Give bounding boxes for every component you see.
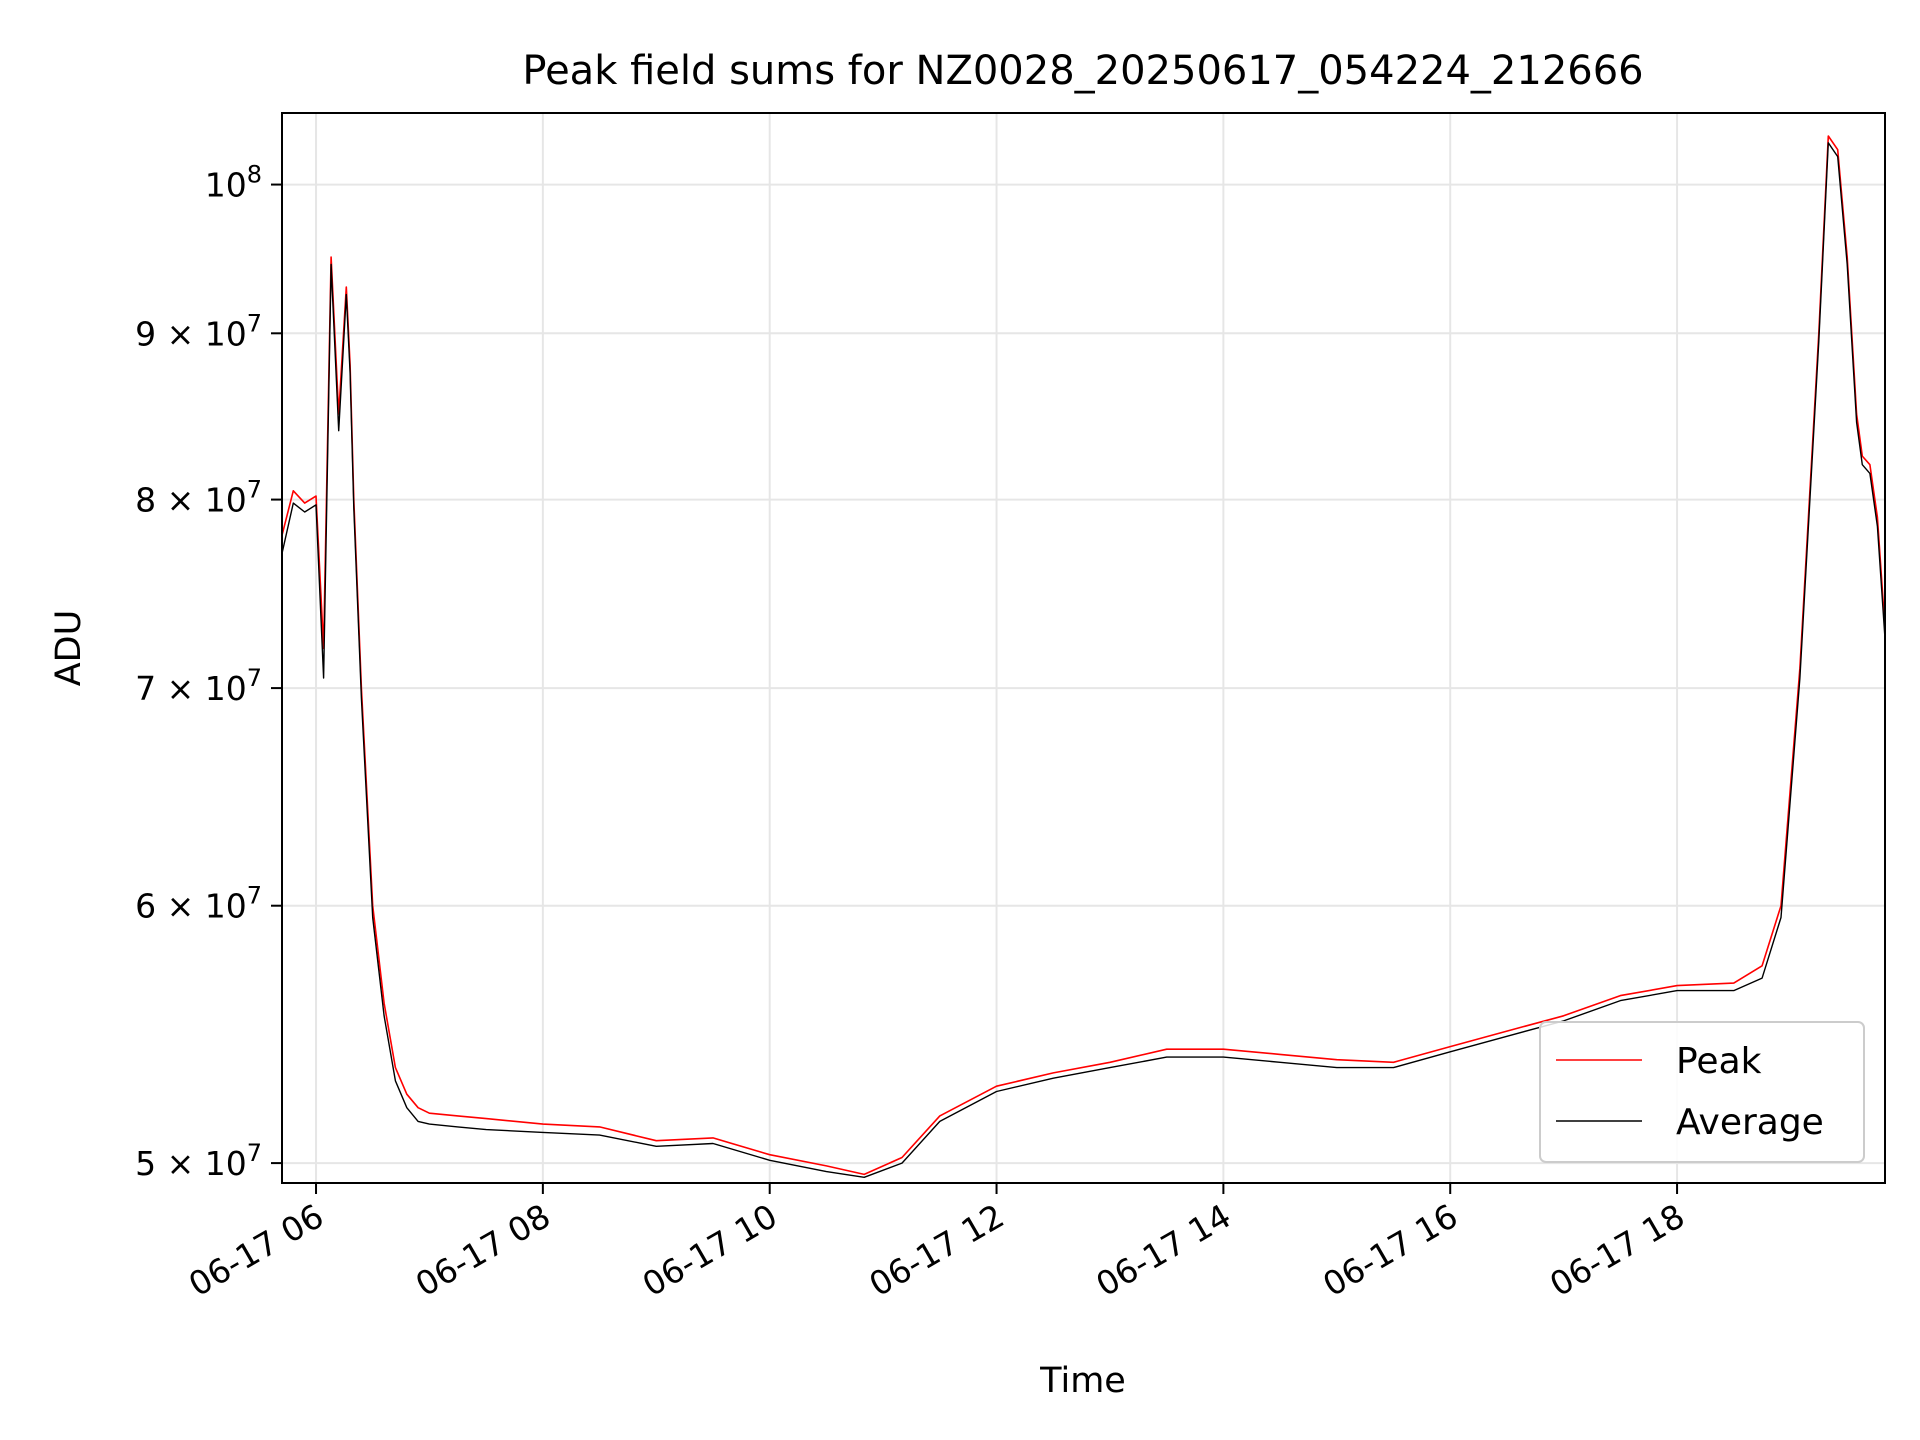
plot-frame [281, 112, 1886, 1184]
grid [282, 113, 1885, 1183]
y-tick-label: 6 × 107 [135, 882, 262, 926]
y-tick-mantissa: 9 × [135, 314, 205, 353]
y-tick-label: 5 × 107 [135, 1139, 262, 1183]
y-tick-exponent: 7 [247, 476, 262, 504]
y-tick-exponent: 8 [247, 161, 262, 189]
y-tick-exponent: 7 [247, 882, 262, 910]
legend-box [1539, 1021, 1865, 1163]
series-line-average [282, 142, 1885, 1178]
y-tick-exponent: 7 [247, 1139, 262, 1167]
y-axis: 5 × 107 6 × 107 7 × 107 8 × 107 9 × 107 108 [135, 161, 282, 1183]
y-tick-label: 9 × 107 [135, 309, 262, 353]
y-tick-mantissa: 6 × [135, 887, 205, 926]
y-tick-label: 7 × 107 [135, 664, 262, 708]
legend-label-peak: Peak [1676, 1041, 1762, 1082]
x-axis-label: Time [1039, 1361, 1126, 1401]
chart-title: Peak field sums for NZ0028_20250617_0542… [522, 48, 1643, 94]
legend-label-average: Average [1676, 1102, 1824, 1143]
plot-lines [282, 135, 1885, 1178]
y-tick-label: 8 × 107 [135, 476, 262, 520]
y-tick-exponent: 7 [247, 664, 262, 692]
y-tick-exponent: 7 [247, 309, 262, 337]
y-tick-mantissa: 5 × [135, 1144, 205, 1183]
y-tick-mantissa: 7 × [135, 669, 205, 708]
y-tick-label: 108 [205, 161, 262, 205]
y-axis-label: ADU [49, 610, 89, 687]
y-tick-mantissa: 8 × [135, 481, 205, 520]
legend: Peak Average [1539, 1021, 1865, 1163]
